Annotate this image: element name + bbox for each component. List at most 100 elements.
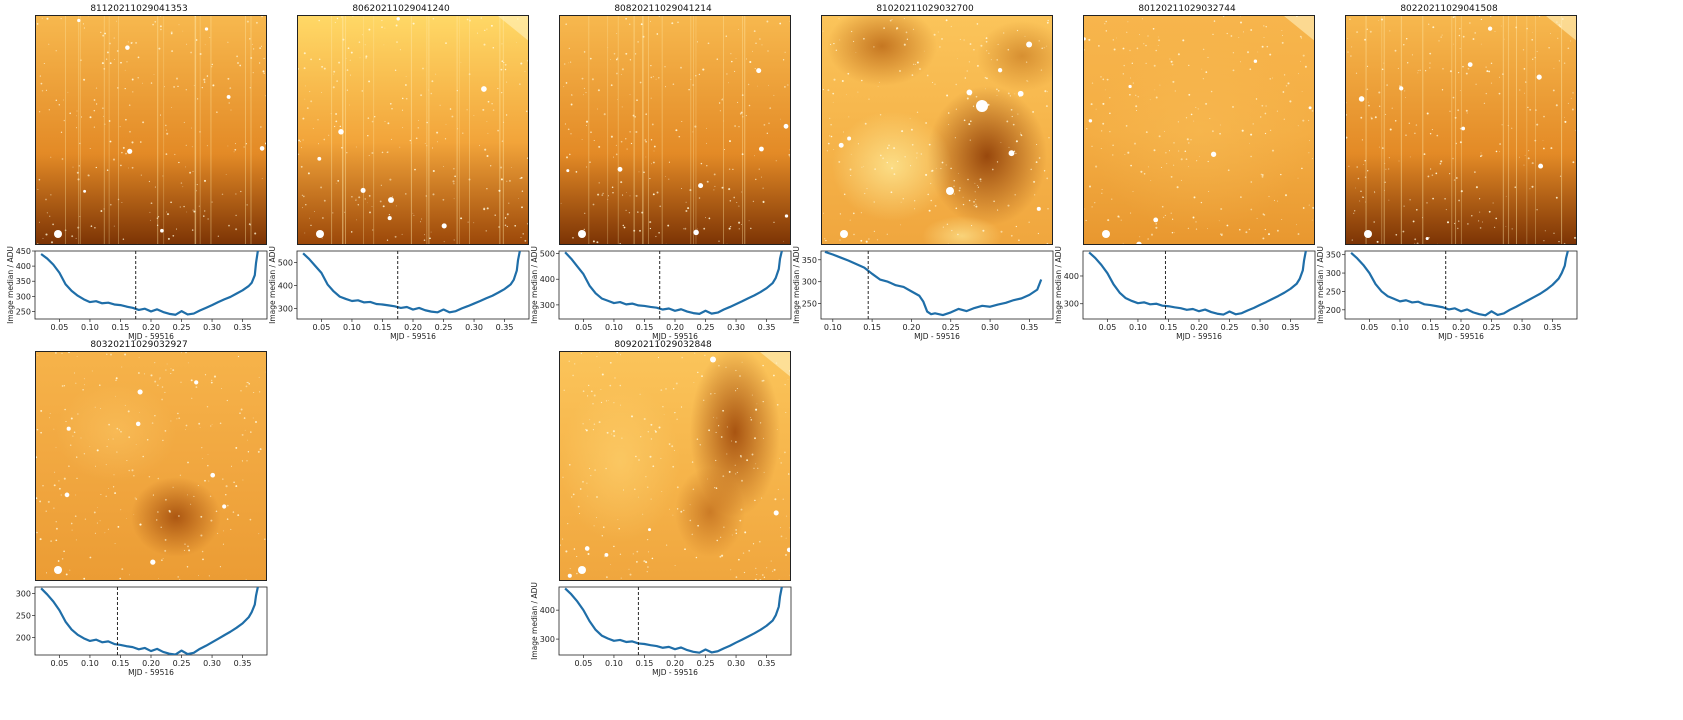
sky-image-render bbox=[560, 352, 790, 580]
x-tick-label: 0.20 bbox=[666, 659, 684, 668]
plot-frame bbox=[34, 250, 268, 320]
median-series-line bbox=[564, 587, 783, 654]
x-tick-label: 0.35 bbox=[1544, 323, 1562, 332]
y-axis-label: Image median / ADU bbox=[1316, 246, 1325, 324]
sky-image-render bbox=[298, 16, 528, 244]
x-axis-label: MJD - 59516 bbox=[1176, 332, 1222, 341]
x-tick-label: 0.10 bbox=[81, 323, 99, 332]
y-tick-label: 400 bbox=[1064, 272, 1079, 281]
x-tick-label: 0.30 bbox=[727, 323, 745, 332]
x-tick-label: 0.35 bbox=[496, 323, 514, 332]
x-tick-label: 0.20 bbox=[1452, 323, 1470, 332]
star-field bbox=[36, 352, 266, 580]
x-tick-label: 0.30 bbox=[465, 323, 483, 332]
sky-image-render bbox=[1346, 16, 1576, 244]
y-axis-label: Image median / ADU bbox=[792, 246, 801, 324]
x-axis-label: MJD - 59516 bbox=[652, 332, 698, 341]
x-tick-label: 0.20 bbox=[903, 323, 921, 332]
x-axis-label: MJD - 59516 bbox=[652, 668, 698, 677]
y-tick-label: 250 bbox=[16, 612, 31, 621]
y-tick-label: 300 bbox=[540, 635, 555, 644]
x-tick-label: 0.35 bbox=[234, 323, 252, 332]
x-tick-label: 0.05 bbox=[51, 323, 69, 332]
star-field bbox=[36, 16, 266, 244]
x-tick-label: 0.30 bbox=[727, 659, 745, 668]
x-tick-label: 0.30 bbox=[1251, 323, 1269, 332]
x-tick-label: 0.10 bbox=[605, 323, 623, 332]
sky-image bbox=[297, 15, 529, 245]
x-tick-label: 0.05 bbox=[575, 323, 593, 332]
median-plot: 0.05 0.10 0.15 0.20 0.25 0.30 0.35 300 400 MJD - … bbox=[1054, 246, 1316, 341]
panel-1: 81120211029041353 0.05 0.10 0.15 0.20 0.25 0.3… bbox=[6, 4, 270, 362]
median-series-line bbox=[824, 251, 1043, 317]
panel-title: 80820211029041214 bbox=[614, 4, 712, 14]
x-tick-label: 0.20 bbox=[404, 323, 422, 332]
sky-image bbox=[559, 351, 791, 581]
y-tick-label: 200 bbox=[16, 633, 31, 642]
x-tick-label: 0.30 bbox=[981, 323, 999, 332]
x-tick-label: 0.10 bbox=[824, 323, 842, 332]
plot-frame bbox=[296, 250, 530, 320]
star-field bbox=[1346, 16, 1576, 244]
plot-frame bbox=[1082, 250, 1316, 320]
y-axis-label: Image median / ADU bbox=[6, 246, 15, 324]
x-tick-label: 0.10 bbox=[343, 323, 361, 332]
y-tick-label: 400 bbox=[540, 606, 555, 615]
panel-title: 80220211029041508 bbox=[1400, 4, 1498, 14]
sky-image bbox=[35, 15, 267, 245]
median-series-line bbox=[40, 251, 259, 316]
median-plot: 0.05 0.10 0.15 0.20 0.25 0.30 0.35 300 400 MJD - … bbox=[530, 582, 792, 677]
panel-title: 80120211029032744 bbox=[1138, 4, 1236, 14]
x-tick-label: 0.25 bbox=[173, 659, 191, 668]
x-tick-label: 0.20 bbox=[666, 323, 684, 332]
y-axis-label: Image median / ADU bbox=[268, 246, 277, 324]
x-axis-label: MJD - 59516 bbox=[914, 332, 960, 341]
y-tick-label: 300 bbox=[1326, 269, 1341, 278]
plot-frame bbox=[558, 586, 792, 656]
x-tick-label: 0.15 bbox=[863, 323, 881, 332]
panel-8: 80920211029032848 0.05 0.10 0.15 0.20 0.25 0.3… bbox=[530, 340, 794, 698]
x-tick-label: 0.05 bbox=[51, 659, 69, 668]
panel-3: 80820211029041214 0.05 0.10 0.15 0.20 0.25 0.3… bbox=[530, 4, 794, 362]
y-axis-label: Image median / ADU bbox=[1054, 246, 1063, 324]
median-plot: 0.05 0.10 0.15 0.20 0.25 0.30 0.35 200 250 300 350… bbox=[1316, 246, 1578, 341]
sky-image-render bbox=[560, 16, 790, 244]
panel-title: 80920211029032848 bbox=[614, 340, 712, 350]
x-tick-label: 0.10 bbox=[1129, 323, 1147, 332]
panel-6: 80220211029041508 0.05 0.10 0.15 0.20 0.25 0.3… bbox=[1316, 4, 1580, 362]
panel-5: 80120211029032744 0.05 0.10 0.15 0.20 0.25 0.3… bbox=[1054, 4, 1318, 362]
y-tick-label: 300 bbox=[1064, 300, 1079, 309]
y-tick-label: 250 bbox=[1326, 287, 1341, 296]
y-tick-label: 250 bbox=[802, 300, 817, 309]
x-tick-label: 0.30 bbox=[203, 659, 221, 668]
y-tick-label: 450 bbox=[16, 247, 31, 256]
median-series-line bbox=[564, 251, 783, 315]
median-plot: 0.05 0.10 0.15 0.20 0.25 0.30 0.35 200 250 300 MJD… bbox=[16, 586, 268, 677]
panel-2: 80620211029041240 0.05 0.10 0.15 0.20 0.25 0.3… bbox=[268, 4, 532, 362]
x-tick-label: 0.10 bbox=[1391, 323, 1409, 332]
y-tick-label: 400 bbox=[16, 262, 31, 271]
x-tick-label: 0.05 bbox=[313, 323, 331, 332]
plot-frame bbox=[820, 250, 1054, 320]
x-tick-label: 0.35 bbox=[1021, 323, 1039, 332]
x-axis-label: MJD - 59516 bbox=[1438, 332, 1484, 341]
y-tick-label: 300 bbox=[16, 292, 31, 301]
x-tick-label: 0.20 bbox=[142, 659, 160, 668]
x-tick-label: 0.20 bbox=[1190, 323, 1208, 332]
x-tick-label: 0.15 bbox=[1422, 323, 1440, 332]
sky-image bbox=[35, 351, 267, 581]
sky-image-render bbox=[1084, 16, 1314, 244]
x-tick-label: 0.25 bbox=[173, 323, 191, 332]
x-tick-label: 0.35 bbox=[758, 323, 776, 332]
x-tick-label: 0.35 bbox=[1282, 323, 1300, 332]
y-tick-label: 300 bbox=[540, 301, 555, 310]
y-tick-label: 500 bbox=[278, 259, 293, 268]
sky-image bbox=[1083, 15, 1315, 245]
x-axis-label: MJD - 59516 bbox=[128, 332, 174, 341]
sky-image bbox=[559, 15, 791, 245]
median-series-line bbox=[302, 251, 521, 314]
star-field bbox=[560, 352, 790, 580]
x-tick-label: 0.30 bbox=[1513, 323, 1531, 332]
star-field bbox=[298, 16, 528, 243]
x-tick-label: 0.05 bbox=[575, 659, 593, 668]
